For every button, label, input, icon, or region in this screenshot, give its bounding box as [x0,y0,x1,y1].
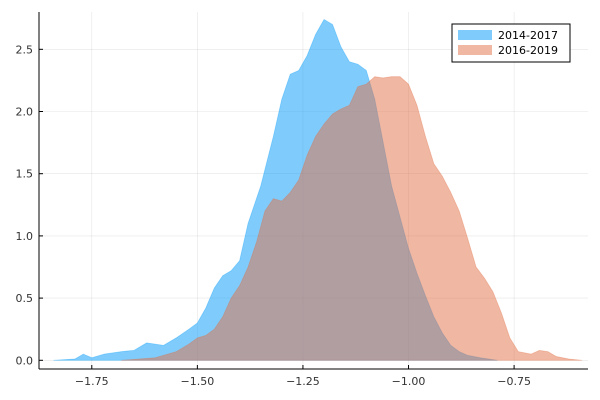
x-ticks: −1.75 −1.50 −1.25 −1.00 −0.75 [75,365,531,388]
y-tick-label: 0.5 [16,292,34,305]
y-tick-label: 1.0 [16,230,34,243]
legend-swatch [458,45,492,55]
density-areas [53,19,583,361]
legend: 2014-2017 2016-2019 [451,23,571,63]
legend-label: 2014-2017 [498,29,558,42]
y-tick-label: 2.0 [16,106,34,119]
y-tick-label: 2.5 [16,43,34,56]
y-tick-label: 1.5 [16,168,34,181]
axes [38,12,588,370]
x-tick-label: −0.75 [497,375,531,388]
density-area-series-2 [120,76,583,361]
x-tick-label: −1.00 [392,375,426,388]
x-tick-label: −1.50 [181,375,215,388]
legend-swatch [458,30,492,40]
legend-box [451,23,571,63]
x-tick-label: −1.25 [286,375,320,388]
y-ticks: 0.0 0.5 1.0 1.5 2.0 2.5 [16,43,43,367]
y-tick-label: 0.0 [16,354,34,367]
x-tick-label: −1.75 [75,375,109,388]
legend-label: 2016-2019 [498,44,558,57]
